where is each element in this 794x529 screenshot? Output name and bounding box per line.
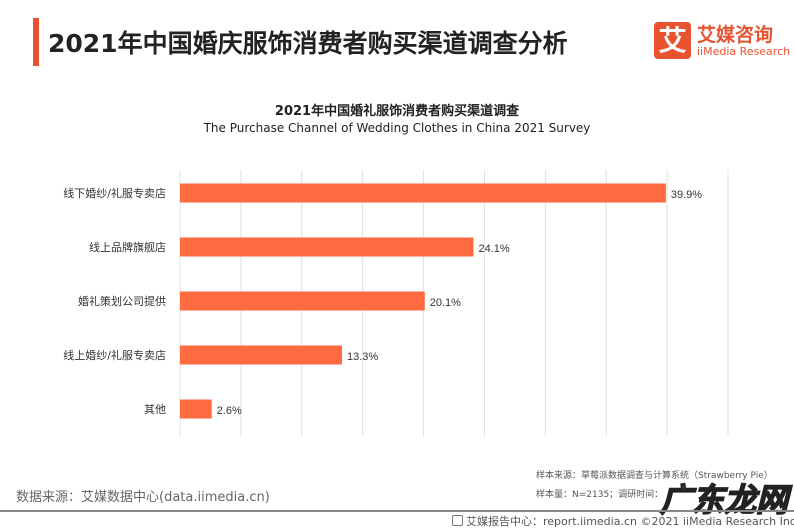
page-title: 2021年中国婚庆服饰消费者购买渠道调查分析 [48,29,568,58]
data-label: 2.6% [217,405,242,417]
bar [180,399,212,419]
iimedia-logo-icon: 艾 [654,22,691,59]
data-label: 13.3% [347,351,378,363]
logo-text-cn: 艾媒咨询 [697,24,774,46]
sample-source: 样本来源：草莓派数据调查与计算系统（Strawberry Pie） [536,471,773,481]
footer-report-text: 艾媒报告中心：report.iimedia.cn ©2021 iiMedia R… [466,515,794,528]
bar [180,345,342,365]
footer-divider [0,510,794,512]
sample-size: 样本量：N=2135；调研时间： [536,490,664,500]
logo-text-en: iiMedia Research [697,45,791,58]
chart-subtitle: The Purchase Channel of Wedding Clothes … [203,121,591,135]
data-label: 20.1% [430,297,461,309]
bar [180,237,474,257]
category-label: 婚礼策划公司提供 [78,294,166,308]
category-label: 线下婚纱/礼服专卖店 [63,186,166,200]
category-label: 线上品牌旗舰店 [89,240,166,254]
data-label: 39.9% [671,189,702,201]
bar [180,183,666,203]
data-source: 数据来源：艾媒数据中心(data.iimedia.cn) [16,490,270,505]
title-accent-bar [33,18,39,66]
report-icon [452,515,463,526]
chart-title: 2021年中国婚礼服饰消费者购买渠道调查 [274,104,520,119]
watermark: 广东龙网 [659,480,789,520]
bar [180,291,425,311]
category-label: 其他 [144,403,166,416]
data-label: 24.1% [478,243,509,255]
category-label: 线上婚纱/礼服专卖店 [63,348,166,362]
footer-report: 艾媒报告中心：report.iimedia.cn ©2021 iiMedia R… [452,513,794,529]
